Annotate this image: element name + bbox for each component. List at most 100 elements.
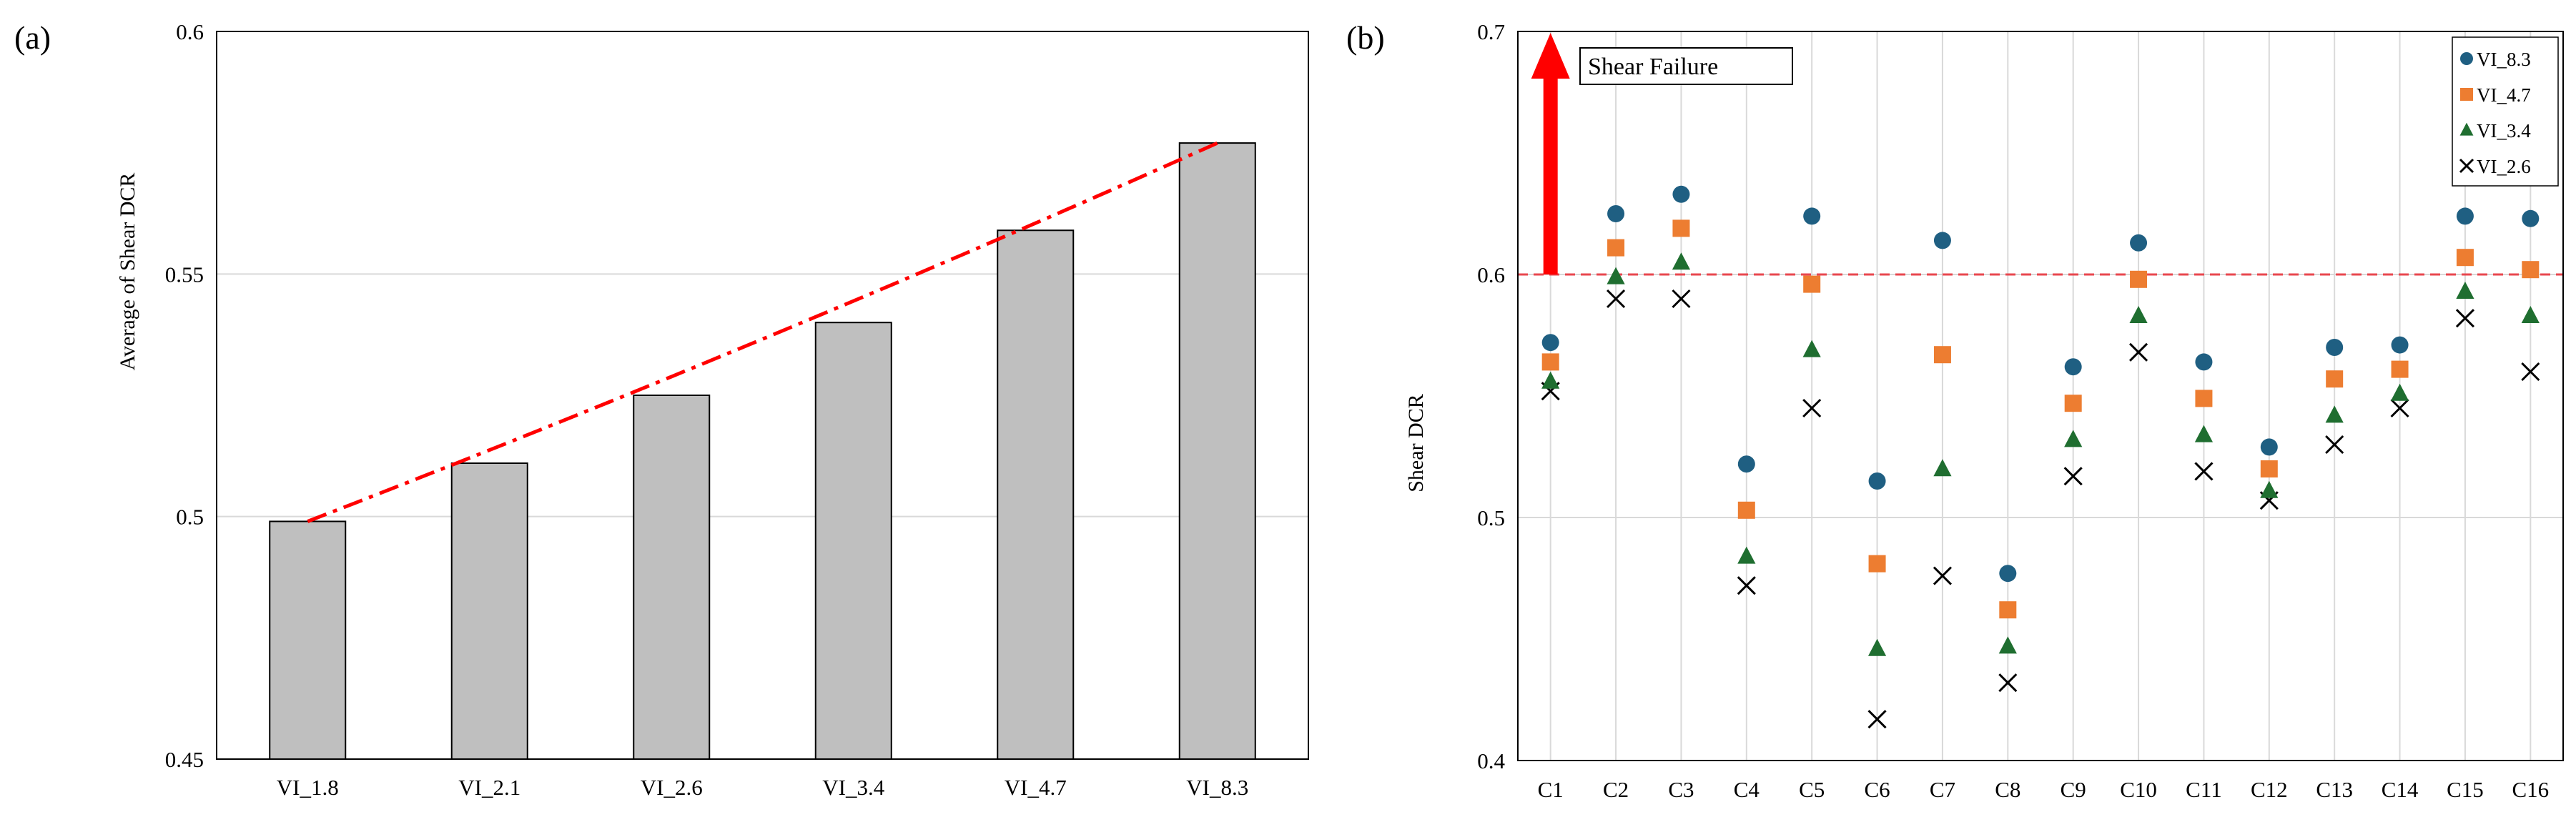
data-point xyxy=(2260,460,2278,477)
data-point xyxy=(1541,353,1559,371)
x-tick-label: C1 xyxy=(1538,777,1564,802)
bar xyxy=(450,462,528,760)
data-point xyxy=(1607,267,1625,284)
y-tick-label: 0.5 xyxy=(176,505,204,530)
data-point xyxy=(2390,398,2409,418)
data-point xyxy=(1802,340,1821,357)
data-point xyxy=(2325,435,2344,455)
data-point xyxy=(1672,219,1690,237)
y-tick-label: 0.55 xyxy=(165,262,204,287)
x-stroke xyxy=(1933,566,1952,585)
data-point xyxy=(2194,425,2214,442)
x-stroke xyxy=(2063,467,2083,486)
data-point xyxy=(1737,501,1755,519)
x-tick-label: C8 xyxy=(1995,777,2020,802)
panel-b-plot-frame xyxy=(1517,31,2564,761)
x-stroke xyxy=(2521,362,2540,382)
data-point xyxy=(1868,472,1886,490)
data-point xyxy=(1803,275,1821,293)
data-point xyxy=(1933,232,1951,249)
panel-a-label: (a) xyxy=(14,19,51,56)
data-point xyxy=(1802,398,1822,418)
data-point xyxy=(1999,565,2017,583)
series-VI_4.7 xyxy=(1541,219,2540,619)
legend-marker xyxy=(2459,158,2474,174)
arrow-shaft xyxy=(1543,76,1558,274)
panel-b-label: (b) xyxy=(1346,19,1385,56)
panel-b-y-tick-labels: 0.4 0.5 0.6 0.7 xyxy=(1477,19,1505,773)
data-point xyxy=(2326,339,2344,356)
data-point xyxy=(1607,205,1625,222)
data-point xyxy=(2522,209,2540,227)
x-tick-label: VI_1.8 xyxy=(277,775,339,800)
panel-a-x-tick-labels: VI_1.8 VI_2.1 VI_2.6 VI_3.4 VI_4.7 VI_8.3 xyxy=(277,775,1248,800)
data-point xyxy=(1933,346,1951,364)
data-point xyxy=(2326,370,2344,388)
data-point xyxy=(2456,249,2474,267)
legend-label: VI_3.4 xyxy=(2477,120,2531,142)
series-VI_8.3 xyxy=(1541,185,2540,583)
x-stroke xyxy=(1802,398,1822,418)
data-point xyxy=(1999,601,2017,619)
x-tick-label: C3 xyxy=(1668,777,1694,802)
x-stroke xyxy=(1672,289,1691,309)
x-tick-label: C2 xyxy=(1603,777,1629,802)
data-point xyxy=(1867,638,1887,656)
panel-a-plot-frame xyxy=(216,31,1309,760)
data-point xyxy=(2456,282,2474,299)
legend-label: VI_8.3 xyxy=(2477,49,2531,70)
annotation-box xyxy=(1579,47,1793,85)
bar xyxy=(997,229,1075,760)
data-point xyxy=(2522,261,2540,279)
x-tick-label: C16 xyxy=(2512,777,2549,802)
x-tick-label: C13 xyxy=(2316,777,2353,802)
panel-a-bar-chart: (a) 0.450.50.550.6 VI_1.8 VI_2.1 VI_2.6 VI_… xyxy=(14,19,1309,800)
data-point xyxy=(1803,207,1821,225)
series-VI_2.6 xyxy=(1541,289,2540,729)
data-point xyxy=(2130,270,2148,288)
data-point xyxy=(1541,371,1560,389)
data-point xyxy=(2521,306,2540,323)
x-tick-label: VI_3.4 xyxy=(822,775,884,800)
series-VI_3.4 xyxy=(1541,252,2540,656)
data-point xyxy=(2064,358,2082,376)
x-stroke xyxy=(1737,576,1756,595)
data-point xyxy=(1737,546,1756,564)
y-tick-label: 0.45 xyxy=(165,747,204,772)
legend-marker xyxy=(2460,52,2473,65)
annotation-text: Shear Failure xyxy=(1588,54,1718,80)
panel-a-y-tick-labels: 0.45 0.5 0.55 0.6 xyxy=(165,19,204,772)
x-tick-label: C11 xyxy=(2186,777,2222,802)
panel-b-x-tick-labels: C1 C2 C3 C4 C5 C6 C7 C8 C9 C10 C11 C12 C13 C14 C15 C16 xyxy=(1538,777,2550,802)
x-tick-label: VI_8.3 xyxy=(1186,775,1248,800)
data-point xyxy=(1868,555,1886,573)
data-point xyxy=(2129,306,2148,323)
y-tick-label: 0.4 xyxy=(1477,748,1505,773)
panel-b-annotation: Shear Failure xyxy=(1579,47,1793,85)
x-tick-label: C10 xyxy=(2120,777,2157,802)
data-point xyxy=(2195,390,2213,407)
data-point xyxy=(1737,576,1756,595)
x-tick-label: VI_2.1 xyxy=(458,775,520,800)
panel-b-gridlines xyxy=(1518,31,2563,761)
data-point xyxy=(2325,405,2344,423)
data-point xyxy=(1541,334,1559,352)
bar xyxy=(633,395,711,760)
data-point xyxy=(2391,360,2409,378)
panel-a-trendline xyxy=(307,141,1218,523)
data-point xyxy=(2064,395,2082,412)
x-stroke xyxy=(2459,158,2474,174)
data-point xyxy=(1998,673,2018,693)
x-tick-label: C15 xyxy=(2447,777,2484,802)
x-stroke xyxy=(2194,462,2214,481)
x-tick-label: C12 xyxy=(2251,777,2288,802)
x-stroke xyxy=(1867,710,1887,729)
x-tick-label: C7 xyxy=(1930,777,1955,802)
data-point xyxy=(2064,430,2083,447)
panel-b-data-points xyxy=(1541,185,2540,729)
data-point xyxy=(2456,207,2474,225)
arrow-head xyxy=(1531,33,1570,79)
x-stroke xyxy=(2390,398,2409,418)
data-point xyxy=(1867,710,1887,729)
